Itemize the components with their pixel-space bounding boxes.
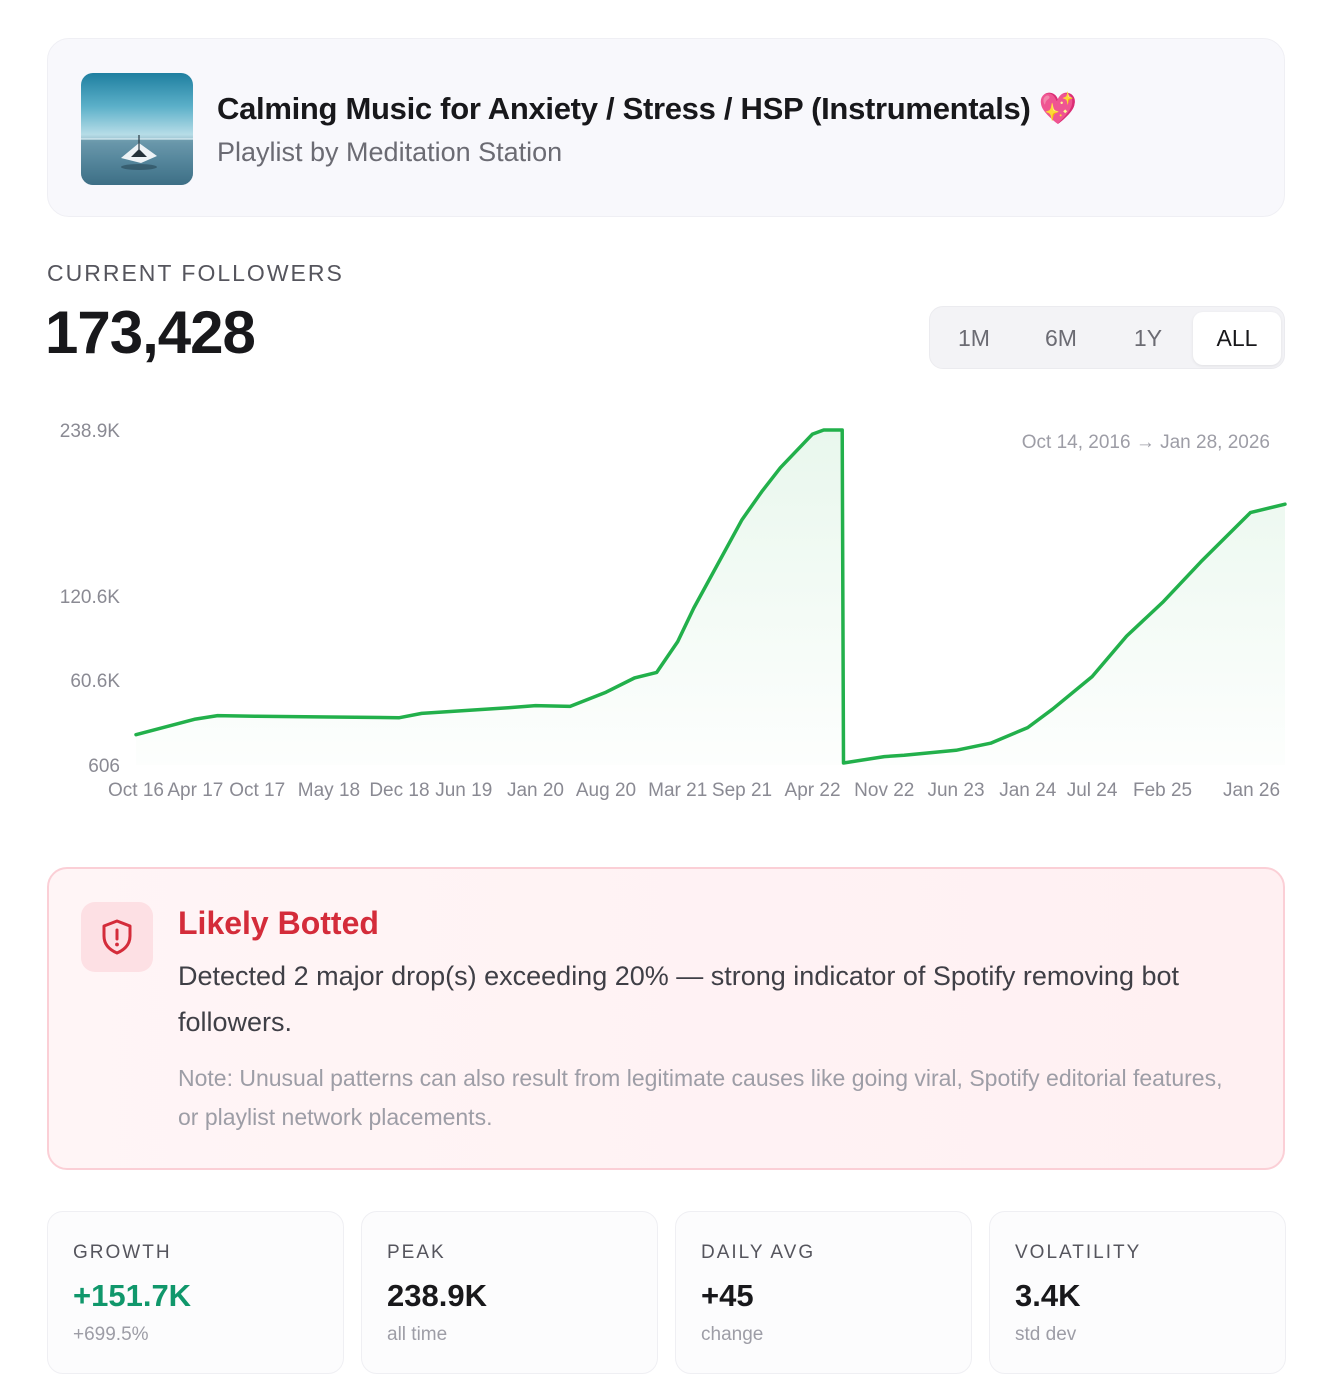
x-tick-label: Apr 22	[785, 780, 841, 801]
shield-alert-icon	[102, 919, 132, 955]
stat-card-daily-avg: DAILY AVG +45 change	[675, 1211, 972, 1374]
stat-label: GROWTH	[73, 1242, 172, 1263]
stat-card-growth: GROWTH +151.7K +699.5%	[47, 1211, 344, 1374]
y-tick-label: 606	[88, 756, 120, 777]
x-tick-label: Aug 20	[576, 780, 636, 801]
chart-date-range: Oct 14, 2016 → Jan 28, 2026	[1022, 432, 1270, 453]
followers-area-fill	[136, 430, 1285, 765]
alert-title: Likely Botted	[178, 905, 379, 941]
stat-value: 238.9K	[387, 1278, 487, 1313]
playlist-title: Calming Music for Anxiety / Stress / HSP…	[217, 91, 1078, 126]
stat-value: 3.4K	[1015, 1278, 1081, 1313]
playlist-cover-image	[81, 73, 193, 185]
stat-sub: change	[701, 1324, 764, 1345]
current-followers-value: 173,428	[45, 299, 256, 366]
x-tick-label: Jun 23	[927, 780, 984, 801]
time-range-selector: 1M 6M 1Y ALL	[929, 306, 1285, 369]
y-tick-label: 238.9K	[60, 421, 121, 442]
x-tick-label: Feb 25	[1133, 780, 1192, 801]
x-tick-label: Apr 17	[167, 780, 223, 801]
stat-label: PEAK	[387, 1242, 446, 1263]
stat-sub: +699.5%	[73, 1324, 149, 1345]
stat-value: +151.7K	[73, 1278, 192, 1313]
stat-card-peak: PEAK 238.9K all time	[361, 1211, 658, 1374]
y-tick-label: 60.6K	[70, 671, 120, 692]
x-tick-label: Jan 26	[1223, 780, 1280, 801]
x-tick-label: Jul 24	[1067, 780, 1118, 801]
x-tick-label: May 18	[298, 780, 360, 801]
followers-chart: 238.9K 120.6K 60.6K 606 Oct 16 Apr 17 Oct 17 M…	[60, 421, 1287, 801]
x-tick-label: Mar 21	[648, 780, 707, 801]
alert-note: Note: Unusual patterns can also result f…	[178, 1065, 1223, 1130]
playlist-header-card: Calming Music for Anxiety / Stress / HSP…	[47, 38, 1285, 217]
x-tick-label: Oct 17	[229, 780, 285, 801]
range-1y-button[interactable]: 1Y	[1133, 325, 1163, 351]
x-tick-label: Jan 20	[507, 780, 564, 801]
stat-value: +45	[701, 1278, 754, 1313]
stat-label: VOLATILITY	[1015, 1242, 1142, 1263]
stat-sub: std dev	[1015, 1324, 1077, 1345]
range-6m-button[interactable]: 6M	[1045, 325, 1077, 351]
stat-sub: all time	[387, 1324, 448, 1345]
y-tick-label: 120.6K	[60, 587, 121, 608]
x-tick-label: Jun 19	[435, 780, 492, 801]
x-tick-label: Jan 24	[999, 780, 1056, 801]
alert-description: Detected 2 major drop(s) exceeding 20% —…	[178, 961, 1180, 1037]
alert-icon-box	[81, 902, 153, 972]
botting-alert: Likely Botted Detected 2 major drop(s) e…	[47, 867, 1285, 1170]
followers-line	[134, 428, 1287, 765]
x-tick-label: Oct 16	[108, 780, 164, 801]
stat-label: DAILY AVG	[701, 1242, 816, 1263]
current-followers-label: CURRENT FOLLOWERS	[47, 260, 344, 286]
range-1m-button[interactable]: 1M	[958, 325, 990, 351]
x-tick-label: Sep 21	[712, 780, 772, 801]
x-tick-label: Dec 18	[369, 780, 429, 801]
x-tick-label: Nov 22	[854, 780, 914, 801]
range-all-button[interactable]: ALL	[1193, 312, 1281, 365]
playlist-subtitle: Playlist by Meditation Station	[217, 137, 563, 167]
stat-card-volatility: VOLATILITY 3.4K std dev	[989, 1211, 1286, 1374]
